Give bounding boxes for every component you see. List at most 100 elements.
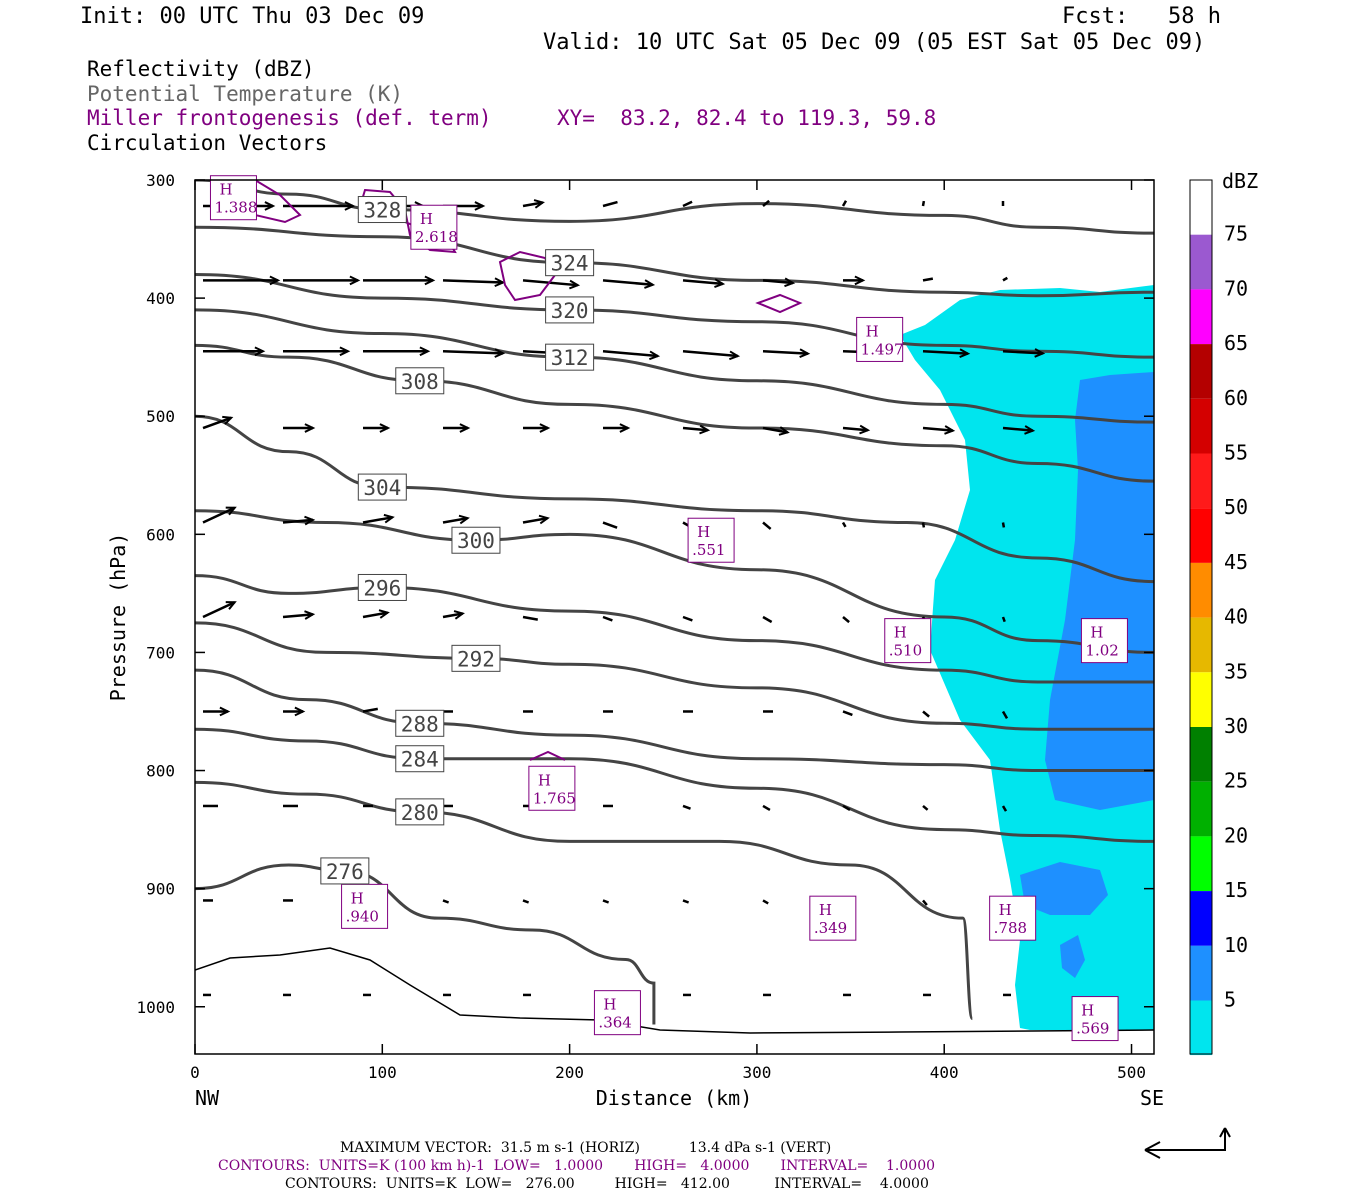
circulation-vector (682, 279, 723, 286)
valid-time: Valid: 10 UTC Sat 05 Dec 09 (05 EST Sat … (543, 30, 1206, 55)
theta-contour-288 (195, 668, 1154, 773)
vector-arrowhead (784, 277, 796, 288)
miller-max-value: .349 (814, 919, 847, 937)
miller-max-value: .788 (994, 919, 1027, 937)
colorbar-label: 75 (1224, 222, 1248, 246)
colorbar-cell (1190, 398, 1212, 454)
y-tick-label: 700 (146, 643, 175, 662)
circulation-vector (1002, 426, 1033, 432)
circulation-vector (522, 615, 538, 621)
circulation-vector (362, 516, 393, 524)
legend-xy: XY= 83.2, 82.4 to 119.3, 59.8 (557, 106, 937, 130)
theta-label: 304 (363, 476, 401, 500)
x-tick-label: 0 (190, 1063, 200, 1082)
colorbar-label: 15 (1224, 878, 1248, 902)
y-tick-label: 400 (146, 289, 175, 308)
theta-label: 324 (551, 252, 589, 276)
circulation-vector (602, 899, 610, 904)
theta-label-box (395, 798, 445, 826)
colorbar-cell (1190, 289, 1212, 345)
theta-label-box (320, 857, 370, 885)
colorbar-cell (1190, 453, 1212, 509)
miller-max-marker: H (866, 322, 879, 340)
colorbar-label: 70 (1224, 276, 1248, 300)
miller-max-marker: H (219, 181, 232, 199)
theta-label: 292 (457, 647, 495, 671)
vector-arrowhead (619, 423, 631, 433)
miller-max-box (528, 765, 576, 811)
miller-max-marker: H (1090, 624, 1103, 642)
theta-label-box (545, 296, 595, 324)
circulation-vector (922, 805, 929, 811)
theta-label-box (545, 249, 595, 277)
colorbar-cell (1190, 781, 1212, 837)
colorbar-label: 45 (1224, 550, 1248, 574)
theta-contour-280 (195, 780, 974, 1021)
x-tick-label: 300 (742, 1063, 771, 1082)
colorbar-cell (1190, 727, 1212, 782)
vector-arrowhead (649, 350, 661, 361)
miller-max-value: 1.497 (861, 340, 904, 358)
circulation-vector (922, 899, 928, 906)
miller-max-marker: H (999, 901, 1012, 919)
theta-label-box (357, 573, 407, 601)
circulation-vector (682, 350, 738, 358)
circulation-vector (282, 613, 313, 619)
circulation-vector (602, 279, 653, 286)
miller-contour (529, 750, 566, 761)
theta-contour-328 (195, 180, 1154, 235)
miller-max-box (1080, 618, 1128, 664)
vector-arrowhead (304, 610, 316, 620)
theta-label-box (451, 644, 501, 672)
colorbar-frame (1189, 179, 1213, 1055)
circulation-vector (442, 350, 504, 355)
vector-arrowhead (225, 506, 237, 516)
theta-label: 300 (457, 529, 495, 553)
miller-max-box (884, 618, 932, 664)
x-tick-label: 400 (930, 1063, 959, 1082)
vector-arrowhead (538, 514, 550, 525)
miller-contour (755, 293, 803, 314)
miller-max-marker: H (538, 771, 551, 789)
circulation-vector (842, 426, 869, 432)
miller-max-marker: H (1081, 1002, 1094, 1020)
circulation-vector (442, 899, 450, 904)
theta-label: 284 (401, 748, 439, 772)
circulation-vector (202, 601, 236, 619)
colorbar-cell (1190, 1000, 1212, 1056)
circulation-vector (1001, 616, 1006, 623)
theta-contour-292 (195, 621, 1154, 731)
miller-max-value: 1.765 (533, 789, 576, 807)
miller-max-box (410, 204, 458, 250)
y-tick-label: 900 (146, 880, 175, 899)
vector-arrowhead (474, 201, 486, 211)
miller-frontogenesis-contours (233, 180, 803, 761)
colorbar-cell (1190, 617, 1212, 673)
circulation-vector (682, 615, 693, 622)
reflectivity-10dbz-area (1060, 935, 1085, 978)
circulation-vector (762, 426, 788, 434)
theta-contour-304 (195, 414, 1154, 584)
vector-arrowhead (533, 199, 545, 209)
theta-contour-284 (195, 727, 1154, 843)
forecast-hour: Fcst: 58 h (1062, 4, 1221, 29)
miller-max-value: 1.388 (214, 199, 257, 217)
reflectivity-10dbz-area (1045, 372, 1154, 810)
theta-label-box (545, 343, 595, 371)
circulation-vector (921, 522, 926, 528)
theta-contour-308 (195, 343, 1154, 483)
vector-arrowhead (854, 275, 866, 286)
theta-label-box (357, 473, 407, 501)
theta-label-box (395, 745, 445, 773)
miller-max-box (1071, 996, 1119, 1042)
theta-label: 296 (363, 576, 401, 600)
vector-arrowhead (219, 706, 231, 717)
circulation-vector (762, 804, 771, 812)
colorbar-label: 40 (1224, 605, 1248, 629)
vector-arrowhead (539, 423, 551, 433)
miller-max-box (856, 316, 904, 362)
theta-label: 308 (401, 370, 439, 394)
miller-max-value: .551 (692, 541, 725, 559)
theta-label: 312 (551, 346, 589, 370)
